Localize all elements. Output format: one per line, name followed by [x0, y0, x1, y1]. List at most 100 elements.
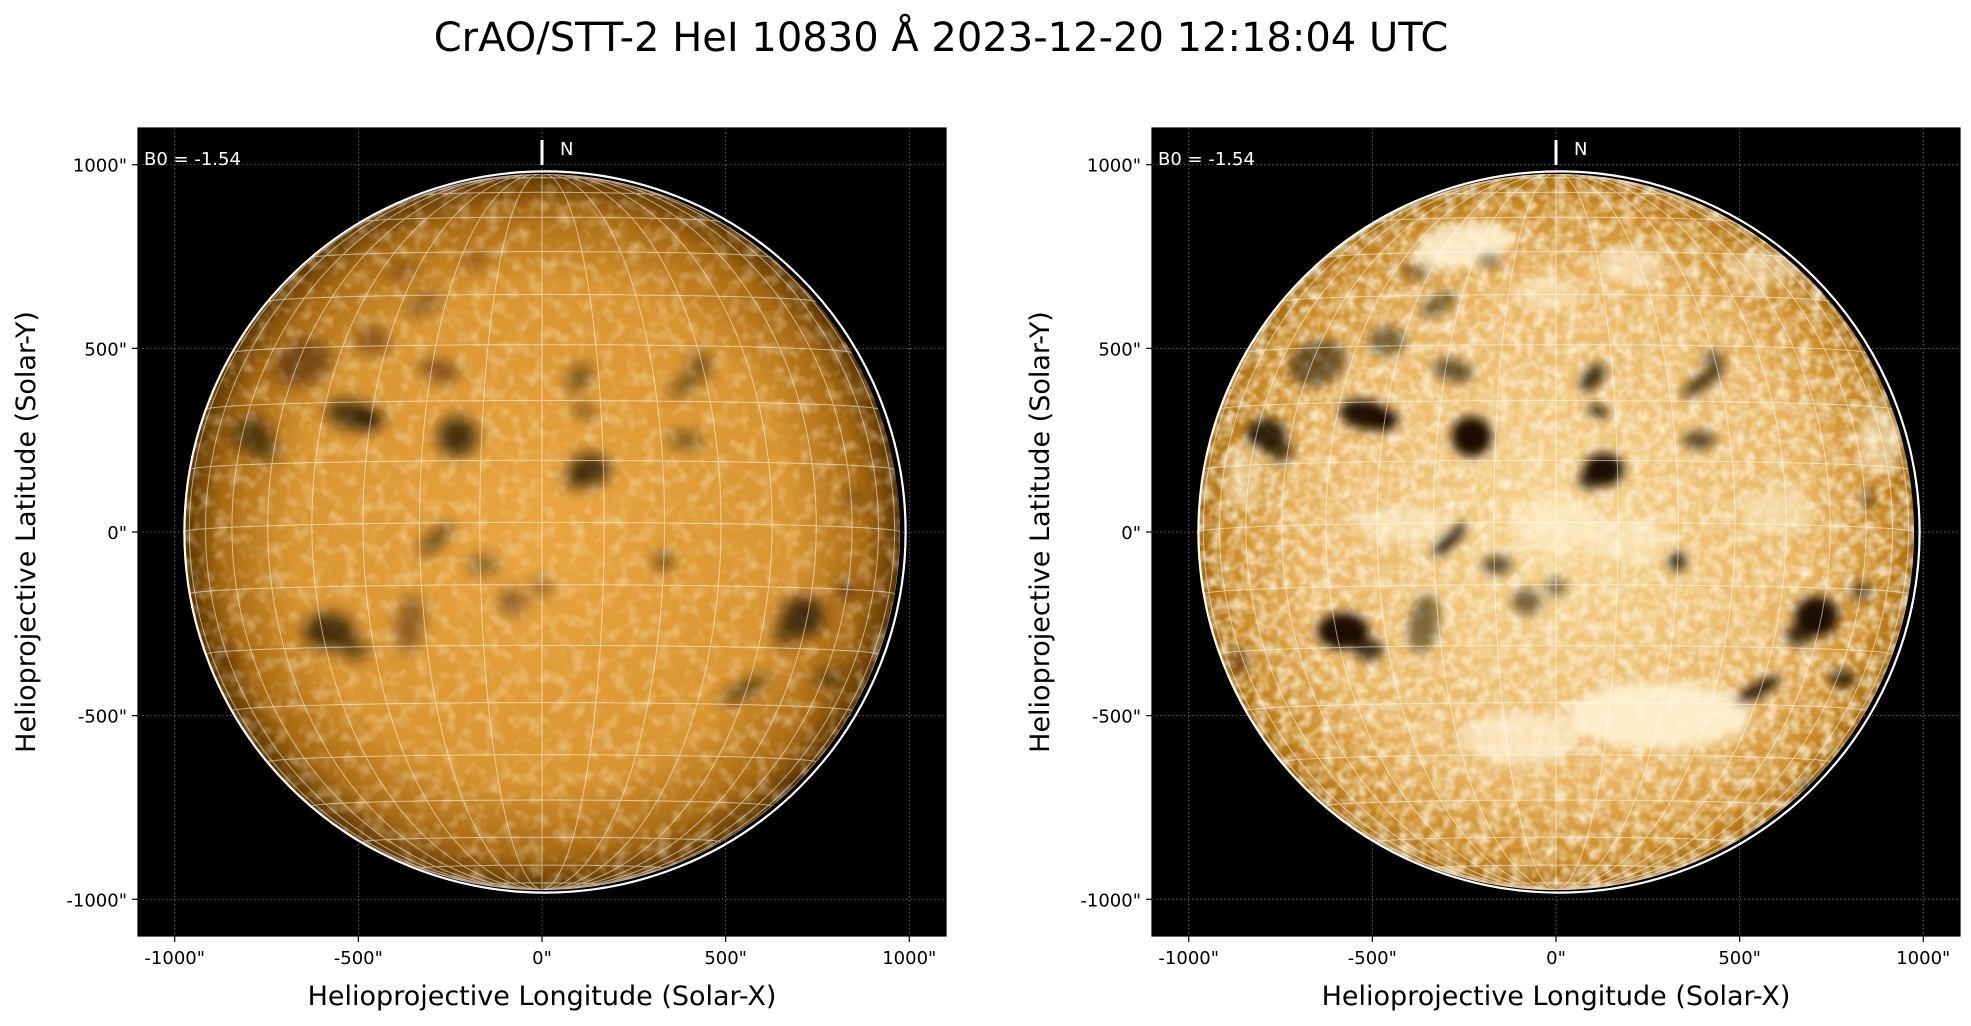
- x-tick-label: -1000": [1158, 948, 1219, 969]
- dark-filament-region: [419, 358, 459, 383]
- dark-filament-region: [274, 340, 332, 387]
- bright-plage-region: [1460, 711, 1579, 764]
- meridian-line: [1555, 173, 1736, 891]
- dark-filament-region: [1317, 612, 1369, 650]
- parallel-line: [1219, 644, 1893, 655]
- parallel-line: [1202, 584, 1910, 595]
- y-tick-label: 0": [107, 523, 127, 544]
- parallel-line: [1325, 799, 1787, 807]
- dark-filament-region: [668, 431, 702, 450]
- meridian-line: [1218, 175, 1557, 891]
- dark-filament-region: [1682, 431, 1716, 450]
- meridian-line: [1376, 173, 1557, 891]
- y-tick-label: 500": [84, 339, 127, 360]
- bright-plage-region: [1596, 245, 1663, 283]
- parallel-line: [480, 177, 604, 180]
- dark-filament-region: [721, 675, 767, 705]
- dark-filament-region: [463, 252, 489, 268]
- parallel-line: [1492, 882, 1620, 886]
- bright-plage-region: [1728, 249, 1795, 286]
- meridian-line: [479, 173, 543, 891]
- meridian-line: [231, 174, 543, 891]
- meridian-line: [418, 173, 543, 891]
- x-axis-label: Helioprojective Longitude (Solar-X): [308, 981, 777, 1012]
- dark-filament-region: [1288, 340, 1346, 387]
- north-label: N: [560, 139, 573, 160]
- parallel-line: [1432, 864, 1680, 870]
- dark-filament-region: [1451, 416, 1492, 457]
- parallel-line: [1219, 400, 1893, 410]
- b0-label: B0 = -1.54: [1158, 149, 1255, 170]
- x-tick-label: -1000": [144, 948, 205, 969]
- parallel-line: [420, 191, 664, 196]
- dark-filament-region: [1702, 350, 1725, 369]
- dark-filament-region: [1230, 647, 1250, 674]
- meridian-line: [1555, 173, 1787, 891]
- x-tick-label: 500": [1718, 948, 1761, 969]
- meridian-line: [541, 175, 880, 891]
- dark-filament-region: [303, 612, 355, 650]
- meridian-line: [1493, 173, 1557, 891]
- meridian-line: [541, 173, 722, 891]
- dark-filament-region: [354, 326, 392, 356]
- solar-disk: [1197, 173, 1915, 891]
- meridian-line: [541, 173, 605, 891]
- dark-filament-region: [1668, 552, 1687, 571]
- limb-circle: [1197, 170, 1921, 894]
- parallel-line: [1376, 836, 1736, 843]
- north-label: N: [1574, 139, 1587, 160]
- y-tick-label: 1000": [1087, 156, 1141, 177]
- dark-filament-region: [1368, 326, 1406, 356]
- dark-filament-region: [216, 647, 236, 674]
- dark-filament-region: [437, 416, 478, 457]
- dark-filament-region: [387, 262, 418, 281]
- parallel-line: [1245, 702, 1867, 712]
- parallel-line: [205, 644, 879, 655]
- meridian-line: [1245, 174, 1557, 891]
- y-tick-label: -1000": [66, 890, 127, 911]
- bright-plage-region: [1225, 443, 1263, 510]
- dark-filament-region: [654, 552, 673, 571]
- dark-filament-region: [419, 522, 452, 556]
- meridian-line: [362, 173, 543, 891]
- x-tick-label: -500": [334, 948, 383, 969]
- dark-filament-region: [1587, 404, 1609, 418]
- dark-filament-region: [1433, 522, 1466, 556]
- figure-title: CrAO/STT-2 HeI 10830 Å 2023-12-20 12:18:…: [433, 15, 1449, 61]
- parallel-line: [188, 584, 896, 595]
- y-axis-label: Helioprojective Latitude (Solar-Y): [1025, 311, 1056, 753]
- x-tick-label: 1000": [1896, 948, 1950, 969]
- parallel-line: [1494, 177, 1618, 180]
- parallel-line: [1245, 344, 1867, 354]
- dark-filament-region: [1829, 669, 1856, 689]
- meridian-line: [188, 178, 543, 891]
- dark-filament-region: [1511, 588, 1542, 615]
- parallel-line: [311, 799, 773, 807]
- parallel-line: [311, 251, 773, 259]
- bright-plage-region: [1567, 682, 1751, 749]
- x-tick-label: -500": [1348, 948, 1397, 969]
- dark-filament-region: [573, 404, 595, 418]
- dark-filament-region: [1735, 675, 1781, 705]
- parallel-line: [418, 864, 666, 870]
- heliographic-grid: [183, 173, 901, 891]
- dark-filament-region: [1681, 365, 1725, 398]
- meridian-line: [267, 174, 543, 891]
- disk-features: [216, 252, 872, 799]
- parallel-line: [1281, 754, 1831, 763]
- y-tick-label: -1000": [1080, 890, 1141, 911]
- parallel-line: [267, 294, 817, 303]
- dark-filament-region: [406, 291, 443, 318]
- meridian-line: [1555, 174, 1867, 891]
- parallel-line: [231, 702, 853, 712]
- dark-filament-region: [1354, 638, 1384, 661]
- dark-filament-region: [1578, 471, 1601, 490]
- dark-filament-region: [468, 555, 498, 575]
- parallel-line: [362, 836, 722, 843]
- parallel-line: [267, 754, 817, 763]
- dark-filament-region: [667, 365, 711, 398]
- dark-filament-region: [1420, 291, 1457, 318]
- dark-filament-region: [340, 638, 370, 661]
- dark-filament-region: [394, 594, 426, 653]
